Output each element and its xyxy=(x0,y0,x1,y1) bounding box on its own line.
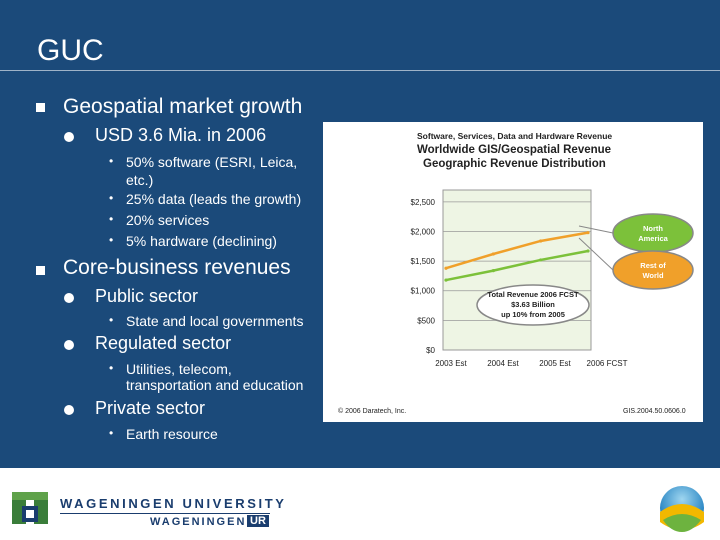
round-bullet-icon xyxy=(64,293,74,303)
bullet-utilities: Utilities, telecom, xyxy=(126,361,232,377)
total-revenue-callout xyxy=(476,284,590,326)
x-tick-label: 2003 Est xyxy=(435,359,467,368)
dot-bullet-icon: • xyxy=(109,313,114,327)
chart-code: GIS.2004.50.0606.0 xyxy=(623,408,686,415)
bullet-state-local: State and local governments xyxy=(126,313,304,329)
callout-leader xyxy=(578,237,614,271)
bullet-geospatial-growth: Geospatial market growth xyxy=(63,95,303,118)
y-tick-label: $2,000 xyxy=(411,227,436,236)
bullet-software: 50% software (ESRI, Leica, xyxy=(126,154,298,170)
dot-bullet-icon: • xyxy=(109,361,114,375)
data-point xyxy=(491,268,495,273)
bullet-hardware: 5% hardware (declining) xyxy=(126,233,277,249)
bullet-private-sector: Private sector xyxy=(95,398,206,418)
dot-bullet-icon: • xyxy=(109,191,114,205)
bullet-utilities-cont: transportation and education xyxy=(126,377,304,393)
data-point xyxy=(586,249,590,253)
bullet-services: 20% services xyxy=(126,212,210,228)
total-line1: Total Revenue 2006 FCST xyxy=(487,290,579,299)
series-line-rest-of-world xyxy=(445,249,589,282)
data-point xyxy=(491,252,495,256)
y-tick-label: $0 xyxy=(426,346,435,355)
chart-subtitle: Geographic Revenue Distribution xyxy=(423,158,606,170)
bullet-earth-resource: Earth resource xyxy=(126,426,218,442)
dot-bullet-icon: • xyxy=(109,233,114,247)
bullet-usd-revenue: USD 3.6 Mia. in 2006 xyxy=(95,125,267,145)
y-tick-label: $1,500 xyxy=(411,257,436,266)
slide: GUC Geospatial market growth USD 3.6 Mia… xyxy=(0,0,720,468)
x-tick-label: 2006 FCST xyxy=(587,359,628,368)
data-point xyxy=(539,258,543,262)
wageningen-logo-icon xyxy=(12,492,48,524)
globe-logo-icon xyxy=(660,486,704,532)
dot-bullet-icon: • xyxy=(109,154,114,168)
y-tick-label: $1,000 xyxy=(411,287,436,296)
data-point xyxy=(444,266,448,270)
total-line3: up 10% from 2005 xyxy=(501,310,565,319)
footer-divider xyxy=(60,513,270,514)
revenue-chart: Software, Services, Data and Hardware Re… xyxy=(323,122,703,422)
square-bullet-icon xyxy=(36,266,45,275)
dot-bullet-icon: • xyxy=(109,426,114,440)
round-bullet-icon xyxy=(64,132,74,142)
footer-ur-badge: UR xyxy=(247,515,269,527)
north-america-callout xyxy=(612,213,694,253)
title-divider xyxy=(0,70,720,71)
dot-bullet-icon: • xyxy=(109,212,114,226)
callout-row-line1: Rest of xyxy=(640,261,666,270)
callout-leader xyxy=(578,225,614,234)
footer: WAGENINGEN UNIVERSITY WAGENINGEN UR xyxy=(0,468,720,540)
bullet-core-business: Core-business revenues xyxy=(63,256,291,279)
bullet-data: 25% data (leads the growth) xyxy=(126,191,302,207)
series-line-north-america xyxy=(445,231,589,270)
square-bullet-icon xyxy=(36,103,45,112)
callout-na-line2: America xyxy=(638,234,668,243)
y-tick-label: $2,500 xyxy=(411,198,436,207)
x-tick-label: 2004 Est xyxy=(487,359,519,368)
round-bullet-icon xyxy=(64,340,74,350)
total-line2: $3.63 Billion xyxy=(511,300,555,309)
rest-of-world-callout xyxy=(612,250,694,290)
callout-row-line2: World xyxy=(642,271,664,280)
data-point xyxy=(586,231,590,235)
plot-area xyxy=(442,189,592,351)
y-tick-label: $500 xyxy=(417,316,435,325)
bullet-public-sector: Public sector xyxy=(95,286,199,306)
round-bullet-icon xyxy=(64,405,74,415)
callout-na-line1: North xyxy=(643,224,663,233)
chart-copyright: © 2006 Daratech, Inc. xyxy=(338,407,406,415)
bullet-software-cont: etc.) xyxy=(126,172,154,188)
chart-header-line1: Software, Services, Data and Hardware Re… xyxy=(417,131,612,141)
footer-university-name: WAGENINGEN UNIVERSITY xyxy=(60,496,287,511)
slide-title: GUC xyxy=(37,34,104,67)
data-point xyxy=(444,278,448,282)
footer-wageningen: WAGENINGEN xyxy=(150,516,247,528)
x-tick-label: 2005 Est xyxy=(539,359,571,368)
bullet-regulated-sector: Regulated sector xyxy=(95,333,232,353)
chart-title: Worldwide GIS/Geospatial Revenue xyxy=(417,144,611,156)
data-point xyxy=(539,239,543,243)
